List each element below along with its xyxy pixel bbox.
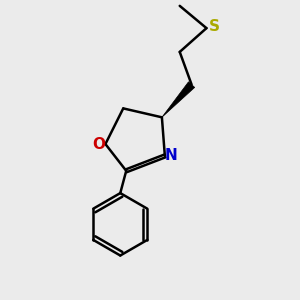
Text: O: O — [92, 136, 105, 152]
Text: S: S — [208, 19, 219, 34]
Polygon shape — [162, 82, 195, 117]
Text: N: N — [165, 148, 178, 164]
